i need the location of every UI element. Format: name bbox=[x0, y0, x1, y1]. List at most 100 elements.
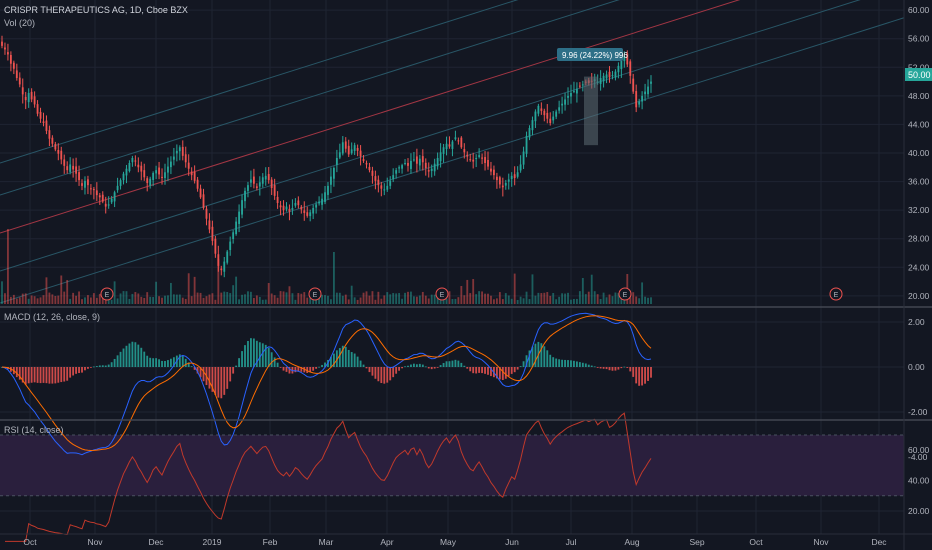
symbol-title[interactable]: CRISPR THERAPEUTICS AG, 1D, Cboe BZX bbox=[4, 5, 188, 15]
macd-histogram-bar bbox=[169, 358, 172, 367]
macd-histogram-bar bbox=[223, 367, 226, 395]
macd-histogram-bar bbox=[472, 367, 475, 374]
time-tick-label: Nov bbox=[87, 537, 103, 547]
volume-bar bbox=[611, 296, 614, 304]
rsi-axis[interactable]: 60.00 40.00 20.00 bbox=[908, 445, 930, 516]
rsi-line bbox=[5, 412, 652, 542]
volume-bar bbox=[398, 293, 401, 304]
volume-bar bbox=[226, 291, 229, 304]
candle-body bbox=[498, 177, 501, 185]
volume-bar bbox=[155, 281, 158, 304]
candle-body bbox=[424, 162, 427, 168]
volume-bar bbox=[291, 293, 294, 304]
macd-histogram-bar bbox=[495, 367, 498, 379]
price-tick-label: 56.00 bbox=[908, 34, 930, 44]
macd-histogram-bar bbox=[84, 367, 86, 371]
volume-bar bbox=[223, 291, 226, 304]
macd-histogram-bar bbox=[332, 353, 335, 367]
candle-body bbox=[578, 85, 581, 87]
candle-body bbox=[418, 158, 421, 166]
volume-bar bbox=[146, 292, 149, 304]
macd-histogram-bar bbox=[261, 343, 264, 367]
time-axis[interactable]: Oct Nov Dec 2019 Feb Mar Apr May Jun Jul Aug Sep Oct… bbox=[23, 537, 887, 547]
volume-bar bbox=[285, 292, 288, 304]
volume-bar bbox=[501, 299, 504, 304]
candle-body bbox=[223, 261, 226, 272]
volume-bar bbox=[51, 294, 54, 304]
macd-histogram-bar bbox=[155, 358, 158, 367]
volume-bar bbox=[294, 299, 297, 304]
volume-bar bbox=[327, 295, 329, 304]
macd-histogram-bar bbox=[161, 360, 163, 367]
earnings-marker-label: E bbox=[440, 292, 445, 299]
volume-bar bbox=[407, 291, 409, 304]
candle-body bbox=[137, 164, 140, 168]
macd-histogram-bar bbox=[143, 351, 146, 367]
volume-bar bbox=[158, 296, 160, 304]
volume-legend[interactable]: Vol (20) bbox=[4, 18, 36, 28]
rsi-legend[interactable]: RSI (14, close) bbox=[4, 425, 64, 435]
volume-bar bbox=[89, 297, 92, 304]
macd-histogram-bar bbox=[347, 349, 350, 367]
macd-axis[interactable]: 2.00 0.00 -2.00 -4.00 bbox=[908, 317, 928, 462]
volume-bar bbox=[300, 293, 303, 304]
volume-bar bbox=[460, 286, 463, 304]
macd-histogram-bar bbox=[107, 364, 110, 367]
macd-histogram-bar bbox=[229, 367, 232, 382]
macd-histogram-bar bbox=[315, 367, 318, 369]
macd-histogram-bar bbox=[421, 364, 424, 367]
candle-body bbox=[531, 120, 534, 131]
macd-histogram-bar bbox=[164, 361, 166, 367]
candle-body bbox=[181, 146, 184, 156]
macd-histogram-bar bbox=[321, 364, 323, 367]
price-axis[interactable]: 60.00 56.00 52.00 48.00 44.00 40.00 36.00 32.00… bbox=[908, 5, 930, 301]
candle-body bbox=[395, 170, 398, 174]
macd-histogram-bar bbox=[202, 367, 205, 382]
volume-bar bbox=[493, 299, 495, 304]
macd-histogram-bar bbox=[258, 342, 261, 367]
volume-bar bbox=[134, 292, 137, 304]
candle-body bbox=[244, 190, 246, 202]
candle-body bbox=[172, 156, 175, 160]
volume-bar bbox=[463, 295, 466, 304]
measure-box[interactable] bbox=[584, 76, 598, 146]
volume-bar bbox=[362, 292, 365, 304]
candle-body bbox=[104, 203, 107, 207]
macd-histogram-bar bbox=[481, 367, 484, 374]
macd-histogram bbox=[1, 338, 652, 399]
macd-histogram-bar bbox=[134, 342, 137, 367]
macd-histogram-bar bbox=[448, 361, 451, 367]
macd-legend[interactable]: MACD (12, 26, close, 9) bbox=[4, 312, 101, 322]
volume-bar bbox=[282, 291, 285, 304]
macd-histogram-bar bbox=[466, 367, 469, 369]
volume-bar bbox=[87, 295, 89, 304]
candle-body bbox=[155, 170, 158, 174]
volume-bar bbox=[537, 292, 540, 304]
macd-histogram-bar bbox=[276, 362, 279, 367]
volume-bar bbox=[184, 298, 187, 304]
earnings-marker-label: E bbox=[623, 292, 628, 299]
candle-body bbox=[33, 96, 36, 105]
candle-body bbox=[199, 188, 202, 198]
candle-body bbox=[285, 206, 288, 210]
macd-histogram-bar bbox=[404, 366, 406, 368]
macd-histogram-bar bbox=[504, 367, 507, 379]
volume-bar bbox=[172, 294, 175, 304]
price-candles[interactable] bbox=[1, 35, 652, 278]
macd-tick-label: 0.00 bbox=[908, 362, 925, 372]
macd-histogram-bar bbox=[439, 365, 442, 367]
candle-body bbox=[581, 84, 584, 86]
volume-bar bbox=[81, 299, 83, 304]
candle-body bbox=[116, 185, 119, 191]
volume-bar bbox=[39, 297, 42, 304]
last-price-label: 50.00 bbox=[908, 70, 931, 80]
volume-bar bbox=[451, 299, 454, 304]
macd-histogram-bar bbox=[335, 350, 338, 367]
macd-histogram-bar bbox=[104, 365, 107, 367]
rsi-tick-label: 40.00 bbox=[908, 476, 930, 486]
macd-histogram-bar bbox=[623, 366, 626, 368]
candle-body bbox=[377, 179, 380, 186]
volume-bar bbox=[347, 299, 350, 304]
